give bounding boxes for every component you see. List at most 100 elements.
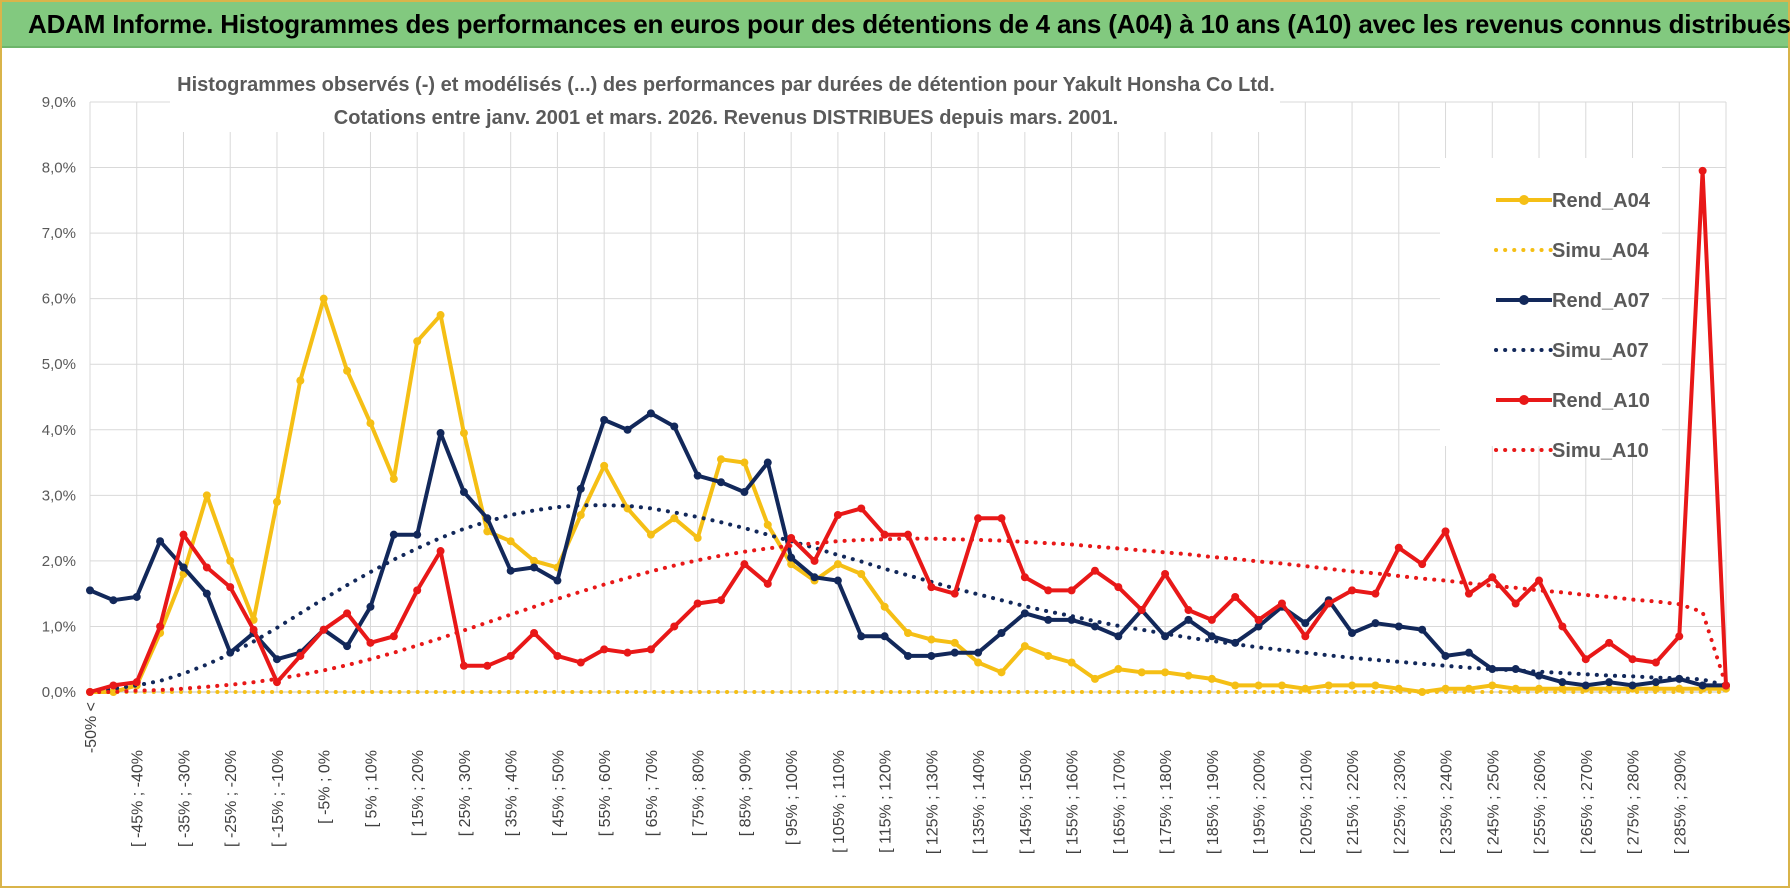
data-point-rend-a04 xyxy=(1464,684,1473,693)
y-tick-label: 2,0% xyxy=(42,553,76,570)
data-point-rend-a10 xyxy=(880,530,889,539)
x-tick-label: [ -5% ; 0% xyxy=(317,750,334,824)
data-point-rend-a10 xyxy=(1698,166,1707,175)
legend: Rend_A04 Simu_A04 Rend_A07 Simu_A07 Rend_A10… xyxy=(1440,158,1662,462)
data-point-rend-a10 xyxy=(1418,560,1427,569)
x-tick-label: [ 215% ; 220% xyxy=(1345,750,1362,854)
data-point-rend-a10 xyxy=(1324,599,1333,608)
x-tick-label: [ 165% ; 170% xyxy=(1111,750,1128,854)
data-point-rend-a10 xyxy=(1114,583,1123,592)
report-title: ADAM Informe. Histogrammes des performan… xyxy=(28,9,1790,39)
series-line-rend-a07 xyxy=(89,411,1726,688)
data-point-rend-a07 xyxy=(833,576,842,585)
x-tick-label: [ 45% ; 50% xyxy=(550,750,567,836)
x-tick-label: [ 135% ; 140% xyxy=(971,750,988,854)
y-tick-label: 1,0% xyxy=(42,618,76,635)
data-point-rend-a04 xyxy=(833,560,842,569)
data-point-rend-a04 xyxy=(1044,651,1053,660)
x-tick-label: [ 5% ; 10% xyxy=(363,750,380,827)
data-point-rend-a10 xyxy=(1184,606,1193,615)
data-point-rend-a07 xyxy=(576,484,585,493)
data-point-rend-a07 xyxy=(156,537,165,546)
x-tick-label: [ 245% ; 250% xyxy=(1485,750,1502,854)
data-point-rend-a10 xyxy=(646,645,655,654)
x-tick-label: [ -15% ; -10% xyxy=(270,750,287,847)
data-point-rend-a10 xyxy=(1161,570,1170,578)
data-point-rend-a04 xyxy=(343,366,352,375)
data-point-rend-a04 xyxy=(530,556,539,565)
data-point-rend-a10 xyxy=(343,609,352,618)
data-point-rend-a04 xyxy=(717,455,726,464)
data-point-rend-a10 xyxy=(1394,543,1403,552)
data-point-rend-a10 xyxy=(1558,622,1567,631)
data-point-rend-a10 xyxy=(530,629,539,637)
data-point-rend-a04 xyxy=(1277,681,1286,690)
data-point-rend-a10 xyxy=(1067,586,1076,595)
x-tick-label: -50% < xyxy=(83,702,100,753)
data-point-rend-a07 xyxy=(787,553,796,562)
data-point-rend-a04 xyxy=(483,527,492,536)
data-point-rend-a07 xyxy=(179,563,188,572)
series-group xyxy=(86,166,1730,696)
data-point-rend-a07 xyxy=(1535,671,1544,680)
x-tick-label: [ 95% ; 100% xyxy=(784,750,801,845)
x-tick-label: [ 15% ; 20% xyxy=(410,750,427,836)
data-point-rend-a07 xyxy=(1114,632,1123,641)
data-point-rend-a04 xyxy=(1184,671,1193,680)
y-tick-label: 5,0% xyxy=(42,356,76,373)
data-point-rend-a10 xyxy=(693,599,702,608)
data-point-rend-a04 xyxy=(1207,674,1216,683)
data-point-rend-a07 xyxy=(506,566,515,575)
y-tick-label: 7,0% xyxy=(42,225,76,242)
data-point-rend-a04 xyxy=(880,602,889,611)
data-point-rend-a04 xyxy=(740,458,749,467)
data-point-rend-a04 xyxy=(904,629,912,637)
data-point-rend-a10 xyxy=(319,625,328,634)
x-tick-label: [ 265% ; 270% xyxy=(1579,750,1596,854)
x-tick-label: [ 285% ; 290% xyxy=(1672,750,1689,854)
data-point-rend-a07 xyxy=(1044,615,1053,624)
data-point-rend-a10 xyxy=(1535,576,1544,585)
data-point-rend-a04 xyxy=(997,668,1006,677)
data-point-rend-a10 xyxy=(1628,655,1637,664)
x-tick-label: [ 255% ; 260% xyxy=(1532,750,1549,854)
data-point-rend-a07 xyxy=(1488,665,1497,674)
data-point-rend-a10 xyxy=(389,632,398,641)
data-point-rend-a04 xyxy=(202,491,211,500)
data-point-rend-a04 xyxy=(857,570,866,578)
data-point-rend-a10 xyxy=(927,583,936,592)
data-point-rend-a10 xyxy=(179,530,188,539)
data-point-rend-a10 xyxy=(553,651,562,660)
data-point-rend-a10 xyxy=(904,530,912,539)
data-point-rend-a10 xyxy=(740,560,749,569)
legend-label-simu-a07: Simu_A07 xyxy=(1552,340,1649,362)
x-tick-label: [ 115% ; 120% xyxy=(878,750,895,853)
data-point-rend-a04 xyxy=(927,635,936,644)
data-point-rend-a10 xyxy=(1464,589,1473,598)
y-tick-label: 8,0% xyxy=(42,160,76,177)
data-point-rend-a07 xyxy=(202,589,211,598)
y-tick-label: 9,0% xyxy=(42,94,76,111)
data-point-rend-a10 xyxy=(1511,599,1520,608)
data-point-rend-a04 xyxy=(646,530,655,539)
data-point-rend-a10 xyxy=(1044,586,1053,595)
data-point-rend-a10 xyxy=(459,661,468,670)
x-tick-label: [ 85% ; 90% xyxy=(737,750,754,836)
data-point-rend-a10 xyxy=(997,514,1006,523)
data-point-rend-a10 xyxy=(202,563,211,572)
data-point-rend-a07 xyxy=(1651,678,1660,687)
x-tick-label: [ 125% ; 130% xyxy=(924,750,941,854)
data-point-rend-a07 xyxy=(1698,681,1707,690)
data-point-rend-a10 xyxy=(1301,632,1310,641)
data-point-rend-a10 xyxy=(1090,566,1099,575)
data-point-rend-a04 xyxy=(1441,684,1450,693)
data-point-rend-a10 xyxy=(1231,592,1240,601)
x-tick-label: [ 55% ; 60% xyxy=(597,750,614,836)
data-point-rend-a07 xyxy=(109,596,118,605)
y-tick-label: 3,0% xyxy=(42,487,76,504)
data-point-rend-a07 xyxy=(1371,619,1380,628)
legend-marker-rend-a10 xyxy=(1519,395,1529,405)
data-point-rend-a10 xyxy=(1371,589,1380,598)
data-point-rend-a04 xyxy=(1137,668,1146,677)
data-point-rend-a04 xyxy=(1231,681,1240,690)
